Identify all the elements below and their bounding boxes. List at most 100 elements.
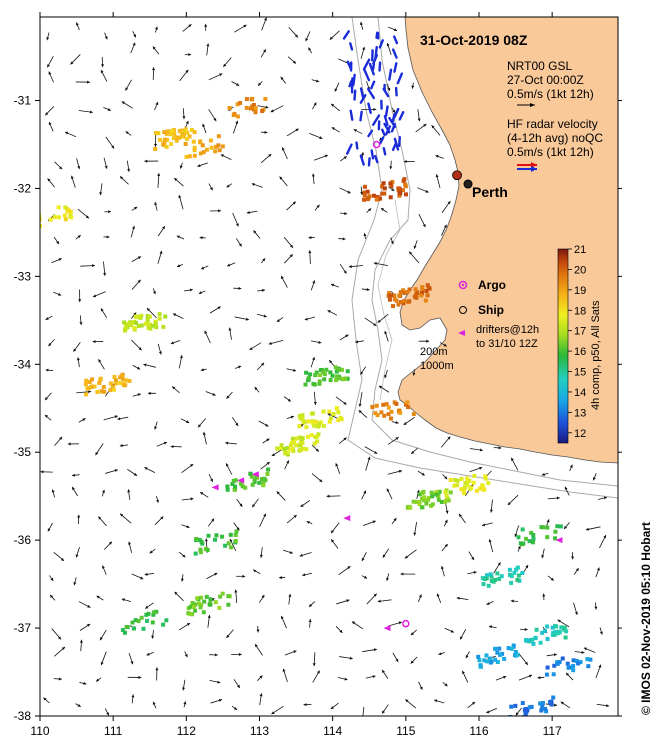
x-tick-label: 116 <box>469 724 488 738</box>
current-vector <box>563 522 570 530</box>
current-vector <box>256 313 267 318</box>
current-vector <box>53 551 65 562</box>
current-vector <box>410 447 419 455</box>
current-vector <box>377 599 392 603</box>
current-vector <box>541 472 549 476</box>
current-vector <box>234 589 238 604</box>
current-vector <box>386 488 393 500</box>
current-vector <box>515 707 522 716</box>
current-vector <box>360 46 366 59</box>
current-vector <box>76 158 81 170</box>
current-vector <box>199 236 206 240</box>
current-vector <box>234 316 249 321</box>
drifter-marker <box>343 515 351 522</box>
current-vector <box>208 109 217 122</box>
current-vector <box>64 131 77 138</box>
current-vector <box>330 103 341 112</box>
current-vector <box>206 43 210 56</box>
current-vector <box>178 622 191 631</box>
current-vector <box>130 225 136 238</box>
current-vector <box>204 330 211 344</box>
sst-patch <box>523 624 569 646</box>
current-vector <box>303 703 312 707</box>
hf-vector <box>391 142 397 151</box>
current-vector <box>599 627 603 635</box>
current-vector <box>226 391 233 399</box>
hf-vector <box>391 113 396 123</box>
current-vector <box>254 643 263 656</box>
current-vector <box>249 342 262 351</box>
current-vector <box>71 473 80 477</box>
current-vector <box>76 357 80 368</box>
current-vector <box>438 652 445 656</box>
current-vector <box>170 340 181 345</box>
argo-label: Argo <box>478 278 506 292</box>
current-vector <box>351 621 364 630</box>
current-vector <box>365 675 376 679</box>
current-vector <box>388 26 398 32</box>
sst-patch <box>297 406 344 430</box>
current-vector <box>518 674 533 681</box>
current-vector <box>358 392 363 407</box>
current-vector <box>171 386 180 394</box>
current-vector <box>336 599 350 605</box>
current-vector <box>45 315 53 321</box>
current-vector <box>231 416 239 427</box>
current-vector <box>302 572 313 577</box>
current-vector <box>154 516 164 526</box>
hf-vector <box>383 114 389 127</box>
current-vector <box>467 701 476 709</box>
current-vector <box>170 445 182 449</box>
hf-vector <box>384 105 389 118</box>
current-vector <box>92 340 104 344</box>
sst-patch <box>225 467 271 492</box>
perth-label: Perth <box>472 184 508 200</box>
current-vector <box>257 288 266 292</box>
current-vector <box>182 679 186 691</box>
current-vector <box>44 392 52 401</box>
current-vector <box>102 565 107 575</box>
hf-vector <box>370 149 375 160</box>
current-vector <box>197 418 207 428</box>
current-vector <box>338 237 346 241</box>
hf-vector <box>367 157 371 167</box>
current-vector <box>286 415 295 420</box>
current-vector <box>132 393 141 397</box>
current-vector <box>389 160 393 170</box>
current-vector <box>439 342 447 347</box>
current-vector <box>127 468 138 477</box>
current-vector <box>153 132 158 147</box>
current-vector <box>79 315 83 326</box>
current-vector <box>130 42 136 54</box>
hf-vector <box>370 80 376 90</box>
colorbar-gradient <box>557 248 569 444</box>
current-vector <box>335 626 343 634</box>
current-vector <box>104 32 108 40</box>
current-vector <box>441 200 451 214</box>
drifter-marker <box>251 471 259 478</box>
current-vector <box>146 307 157 319</box>
colorbar-tick-label: 21 <box>574 244 586 256</box>
current-vector <box>287 56 297 64</box>
hf-vector <box>348 80 353 88</box>
sst-patch <box>516 524 563 547</box>
current-vector <box>493 562 501 574</box>
y-tick-label: -35 <box>14 445 32 459</box>
sst-patch <box>120 609 169 635</box>
sst-patch <box>303 365 350 387</box>
current-vector <box>75 234 81 240</box>
current-vector <box>299 552 312 557</box>
hf-vector <box>396 72 404 85</box>
current-vector <box>98 516 107 527</box>
current-vector <box>417 470 425 476</box>
current-vector <box>410 629 417 636</box>
current-vector <box>314 204 320 211</box>
current-vector <box>440 565 445 577</box>
current-vector <box>571 552 575 560</box>
current-vector <box>261 130 268 134</box>
hf-scale-arrows <box>517 162 537 172</box>
current-vector <box>405 699 417 709</box>
current-vector <box>261 17 267 31</box>
current-vector <box>280 615 287 629</box>
current-vector <box>311 444 320 452</box>
